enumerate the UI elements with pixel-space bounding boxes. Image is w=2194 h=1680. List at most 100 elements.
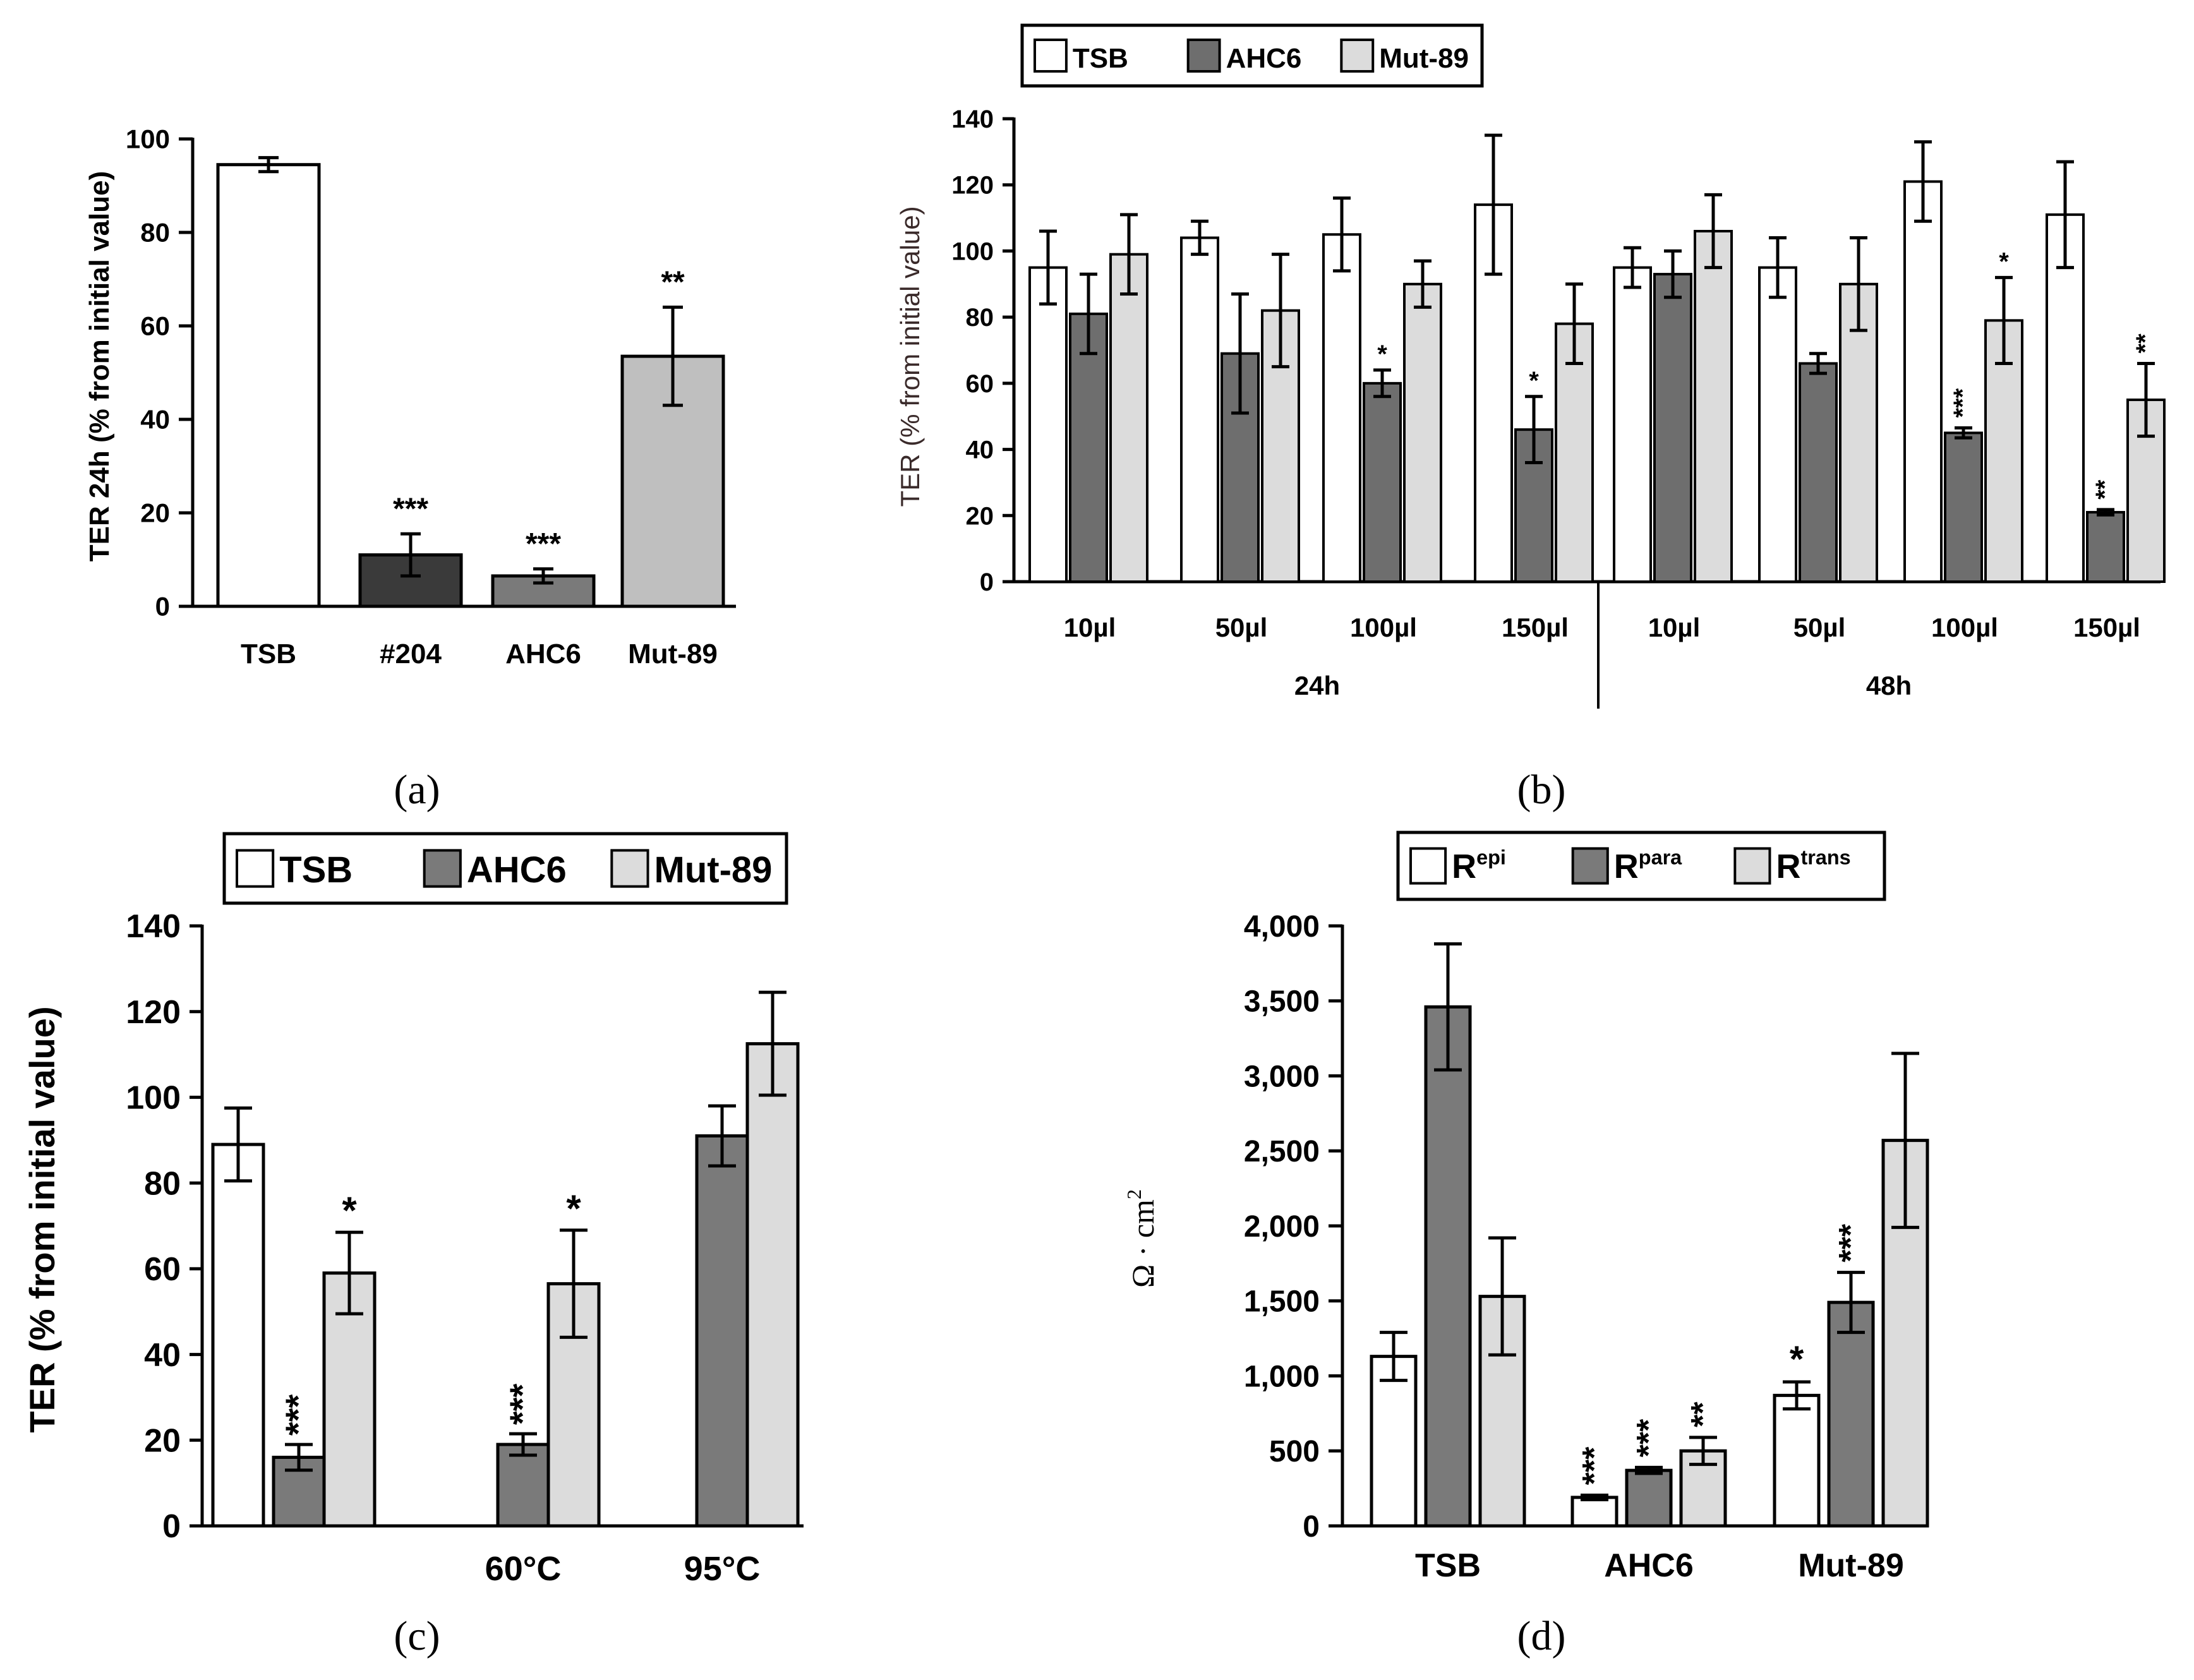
bar-b: [2046, 213, 2085, 584]
bar-d: [1424, 1005, 1472, 1528]
significance-mark-c: *: [566, 1187, 581, 1230]
bar-b: [1363, 381, 1402, 583]
bar-b: [1109, 253, 1148, 583]
y-tick-label-d: 2,500: [1244, 1135, 1320, 1168]
legend-label-b: TSB: [1073, 43, 1128, 74]
bar-d: [1570, 1496, 1618, 1528]
y-tick-label-c: 120: [126, 994, 181, 1031]
significance-mark-d: ***: [1630, 1419, 1667, 1457]
legend-d: [1396, 831, 1886, 901]
chart-panel-b: 0 20 40 60 80 100 120 140 TER (% from initial va…: [895, 23, 2166, 813]
significance-mark-c: ***: [278, 1394, 318, 1436]
legend-label-sup: para: [1639, 846, 1682, 868]
bar-b: [1903, 180, 1943, 583]
legend-c: [222, 832, 788, 905]
y-tick-label-c: 140: [126, 908, 181, 945]
bar-d: [1478, 1295, 1526, 1528]
x-tick-label-d: Mut-89: [1798, 1547, 1904, 1584]
legend-label-sup: epi: [1476, 846, 1506, 868]
y-tick-label-a: 100: [126, 124, 170, 154]
significance-mark-b: *: [1999, 248, 2009, 275]
y-tick-label-c: 60: [144, 1251, 181, 1288]
bar-b: [1028, 266, 1068, 583]
y-tick-label-c: 100: [126, 1080, 181, 1117]
significance-mark-c: *: [342, 1189, 357, 1232]
y-axis-title-sup: 2: [1123, 1189, 1145, 1199]
bar-d: [1625, 1468, 1673, 1528]
bar-b: [1180, 236, 1219, 583]
y-tick-label-a: 40: [140, 405, 170, 435]
legend-swatch-d: [1409, 847, 1447, 885]
y-axis-title-c: TER (% from initial value): [22, 1006, 62, 1432]
legend-label-c: TSB: [279, 849, 353, 891]
x-tick-label-b: 150µl: [1502, 613, 1569, 642]
panel-label-b: (b): [1517, 767, 1566, 813]
y-tick-label-c: 40: [144, 1337, 181, 1374]
chart-panel-c: 0 20 40 60 80 100 120 140 TER (% from initial va…: [22, 832, 804, 1659]
y-axis-title-d: Ω · cm2: [1123, 1189, 1160, 1288]
bar-b: [1839, 282, 1878, 583]
x-tick-label-b: 100µl: [1931, 613, 1998, 642]
bar-b: [1694, 230, 1733, 583]
bar-b: [1758, 266, 1797, 583]
x-tick-label-c: 60°C: [485, 1550, 562, 1588]
legend-label-b: AHC6: [1226, 43, 1302, 74]
legend-swatch-c: [610, 849, 649, 888]
x-tick-label-a: AHC6: [505, 639, 581, 669]
bar-b: [1069, 312, 1108, 583]
x-tick-label-b: 150µl: [2073, 613, 2140, 642]
x-tick-label-a: #204: [380, 639, 442, 669]
bar-b: [1403, 282, 1442, 583]
significance-mark-b: ***: [1949, 388, 1977, 417]
x-tick-label-a: TSB: [241, 639, 296, 669]
x-tick-label-b: 10µl: [1648, 613, 1701, 642]
y-tick-label-a: 60: [140, 311, 170, 341]
significance-mark-a: **: [661, 265, 685, 299]
y-tick-label-b: 80: [966, 304, 994, 332]
y-tick-label-d: 2,000: [1244, 1210, 1320, 1244]
panel-label-d: (d): [1517, 1613, 1566, 1659]
legend-label-d: Rtrans: [1776, 846, 1850, 885]
x-tick-label-b: 10µl: [1064, 613, 1116, 642]
y-tick-label-b: 20: [966, 502, 994, 530]
y-tick-label-b: 40: [966, 436, 994, 464]
legend-swatch-b: [1340, 39, 1375, 73]
legend-swatch-b: [1186, 39, 1221, 73]
bar-b: [1613, 266, 1652, 583]
significance-mark-a: ***: [393, 492, 428, 525]
chart-panel-d: 0 500 1,000 1,500 2,000 2,500 3,000 3,500 4,000 Ω…: [1123, 831, 1929, 1659]
bar-b: [1555, 322, 1594, 583]
bar-c: [745, 1042, 800, 1528]
bar-b: [2086, 511, 2125, 583]
significance-mark-a: ***: [526, 527, 561, 561]
legend-label-c: AHC6: [467, 849, 567, 891]
bar-c: [211, 1143, 265, 1528]
group-label-b: 24h: [1294, 671, 1340, 700]
panel-label-c: (c): [394, 1613, 440, 1659]
x-tick-label-c: 95°C: [684, 1550, 761, 1588]
bar-a: [216, 163, 321, 608]
bar-d: [1370, 1355, 1418, 1528]
legend-label-sup: trans: [1800, 846, 1850, 868]
y-tick-label-d: 1,500: [1244, 1285, 1320, 1319]
y-axis-title-a: TER 24h (% from initial value): [84, 171, 115, 562]
bar-b: [1944, 431, 1983, 584]
y-axis-title-base: Ω · cm: [1125, 1199, 1160, 1288]
x-tick-label-b: 50µl: [1793, 613, 1846, 642]
legend-label-d: Rpara: [1614, 846, 1682, 885]
y-tick-label-d: 3,500: [1244, 985, 1320, 1019]
significance-mark-d: ***: [1833, 1223, 1869, 1262]
bar-b: [1799, 362, 1838, 583]
y-tick-label-b: 60: [966, 370, 994, 398]
y-tick-label-c: 0: [162, 1508, 181, 1545]
y-tick-label-d: 1,000: [1244, 1360, 1320, 1393]
x-tick-label-d: AHC6: [1604, 1547, 1694, 1584]
y-tick-label-c: 80: [144, 1165, 181, 1202]
y-tick-label-b: 120: [951, 172, 994, 200]
bar-b: [1653, 273, 1692, 583]
x-tick-label-d: TSB: [1415, 1547, 1481, 1584]
group-label-b: 48h: [1866, 671, 1912, 700]
bar-b: [1322, 233, 1361, 583]
significance-mark-b: *: [1377, 340, 1387, 368]
